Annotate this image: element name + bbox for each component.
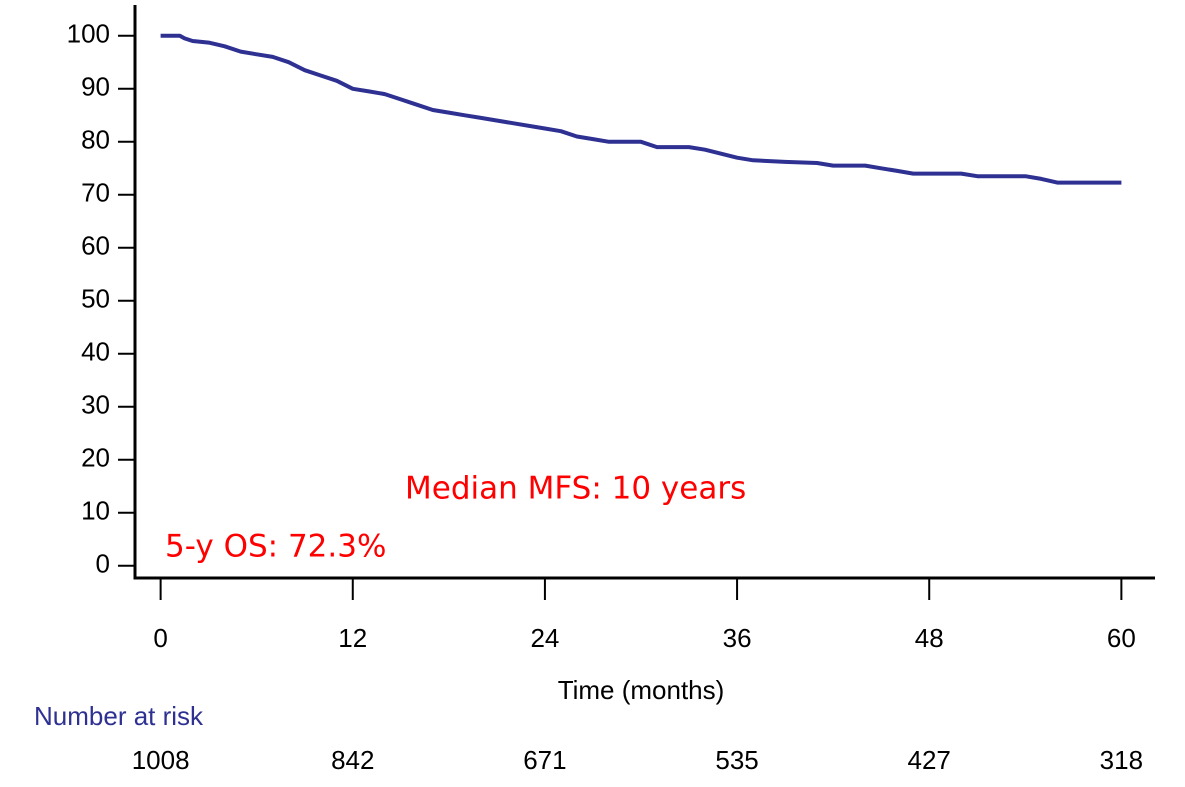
annotation: Median MFS: 10 years: [405, 471, 746, 507]
x-tick-label: 60: [1107, 623, 1136, 653]
y-tick-label: 90: [81, 72, 110, 102]
risk-value: 535: [715, 745, 758, 775]
y-tick-label: 60: [81, 231, 110, 261]
y-tick-label: 10: [81, 496, 110, 526]
x-tick-label: 36: [723, 623, 752, 653]
y-tick-label: 100: [67, 19, 110, 49]
annotation: 5-y OS: 72.3%: [165, 529, 386, 565]
risk-value: 318: [1100, 745, 1143, 775]
risk-value: 842: [331, 745, 374, 775]
y-tick-label: 70: [81, 178, 110, 208]
y-tick-label: 80: [81, 125, 110, 155]
risk-value: 671: [523, 745, 566, 775]
risk-value: 427: [908, 745, 951, 775]
survival-line: [160, 33, 1122, 185]
y-tick-label: 30: [81, 390, 110, 420]
x-tick-label: 12: [338, 623, 367, 653]
y-tick-label: 40: [81, 337, 110, 367]
y-tick-label: 50: [81, 284, 110, 314]
x-tick-label: 0: [153, 623, 167, 653]
x-tick-label: 24: [530, 623, 559, 653]
risk-table-title: Number at risk: [34, 701, 204, 731]
risk-value: 1008: [132, 745, 190, 775]
x-tick-label: 48: [915, 623, 944, 653]
y-tick-label: 0: [96, 549, 110, 579]
y-tick-label: 20: [81, 443, 110, 473]
x-axis-label: Time (months): [558, 675, 725, 705]
